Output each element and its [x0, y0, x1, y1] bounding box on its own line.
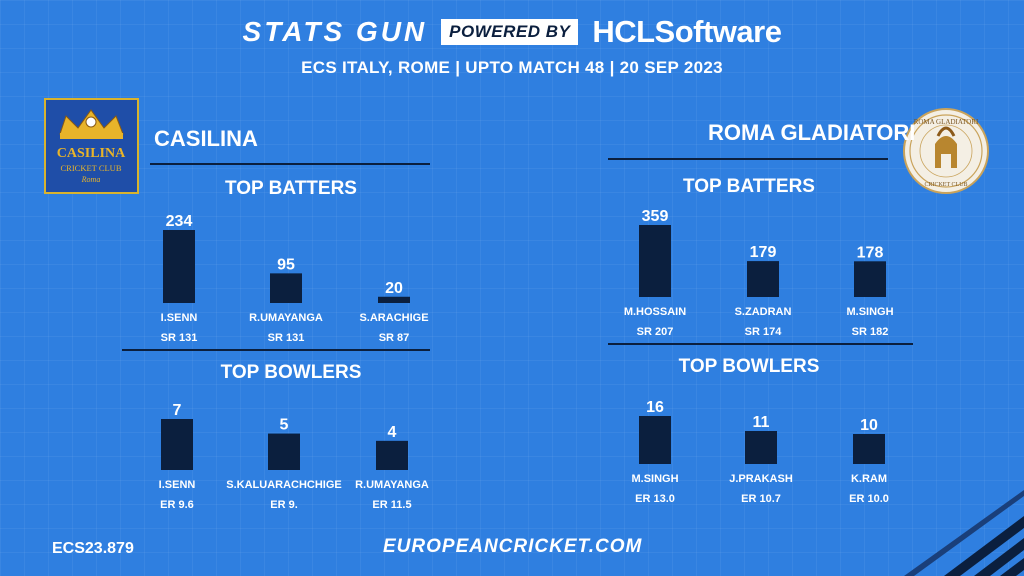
bar-category-label: S.ZADRAN: [735, 306, 792, 318]
bar-value-label: 11: [753, 414, 770, 431]
bar-value-label: 179: [750, 244, 777, 261]
bar-category-label: S.KALUARACHCHIGE: [226, 479, 342, 491]
bar-sublabel: ER 13.0: [635, 493, 675, 505]
bar-category-label: K.RAM: [851, 473, 887, 485]
bar-0-1: [270, 273, 302, 303]
bar-3-2: [853, 434, 885, 464]
bar-category-label: S.ARACHIGE: [359, 312, 428, 324]
divider-casilina-mid: [122, 349, 430, 351]
decorative-stripes: [804, 476, 1024, 576]
svg-text:CASILINA: CASILINA: [57, 146, 126, 161]
bar-category-label: M.HOSSAIN: [624, 306, 686, 318]
roma-gladiatori-logo: ROMA GLADIATORI CRICKET CLUB: [903, 108, 989, 194]
bar-value-label: 234: [166, 213, 193, 230]
bar-3-1: [745, 431, 777, 464]
casilina-top-bowlers-title: TOP BOWLERS: [220, 362, 362, 383]
bar-value-label: 7: [173, 402, 182, 419]
brand-stats-gun: STATS GUN: [242, 16, 428, 47]
bar-value-label: 178: [857, 244, 884, 261]
header: STATS GUN POWERED BY HCLSoftware ECS ITA…: [0, 12, 1024, 78]
bar-0-0: [163, 230, 195, 303]
footer-code: ECS23.879: [52, 540, 134, 557]
bar-sublabel: ER 11.5: [372, 499, 411, 511]
casilina-top-batters-title: TOP BATTERS: [225, 178, 357, 199]
casilina-logo: CASILINA CRICKET CLUB Roma: [44, 98, 139, 194]
roma-top-batters-title: TOP BATTERS: [683, 176, 815, 197]
bar-value-label: 95: [277, 256, 295, 273]
brand-row: STATS GUN POWERED BY HCLSoftware: [0, 12, 1024, 52]
bar-category-label: I.SENN: [159, 479, 196, 491]
brand-hcl-software: HCLSoftware: [592, 14, 782, 49]
bar-1-1: [268, 433, 300, 470]
bar-category-label: I.SENN: [161, 312, 198, 324]
bar-sublabel: ER 10.7: [741, 493, 781, 505]
bar-value-label: 359: [642, 208, 669, 225]
svg-text:ROMA GLADIATORI: ROMA GLADIATORI: [914, 118, 979, 126]
bar-category-label: J.PRAKASH: [729, 473, 793, 485]
bar-value-label: 20: [385, 280, 403, 297]
bar-1-2: [376, 440, 408, 470]
bar-sublabel: ER 9.6: [160, 499, 194, 511]
bar-value-label: 10: [860, 417, 878, 434]
bar-2-1: [747, 261, 779, 297]
bar-sublabel: ER 10.0: [849, 493, 889, 505]
bar-sublabel: SR 131: [161, 332, 198, 344]
bar-value-label: 5: [280, 417, 289, 434]
bar-value-label: 4: [388, 424, 397, 441]
bar-sublabel: SR 182: [852, 326, 889, 338]
divider-casilina-name: [150, 163, 430, 165]
gladiator-helmet-icon: ROMA GLADIATORI CRICKET CLUB: [909, 114, 983, 188]
brand-powered-by: POWERED BY: [441, 19, 579, 45]
roma-top-bowlers-title: TOP BOWLERS: [678, 356, 820, 377]
bar-category-label: R.UMAYANGA: [249, 312, 323, 324]
svg-text:CRICKET CLUB: CRICKET CLUB: [60, 163, 121, 173]
team-name-roma-gladiatori: ROMA GLADIATORI: [708, 120, 916, 145]
bar-value-label: 16: [646, 399, 664, 416]
bar-category-label: R.UMAYANGA: [355, 479, 429, 491]
bar-sublabel: SR 174: [745, 326, 783, 338]
bar-0-2: [378, 296, 410, 303]
svg-text:Roma: Roma: [81, 175, 101, 184]
bar-category-label: M.SINGH: [846, 306, 893, 318]
bar-sublabel: SR 207: [637, 326, 674, 338]
bar-sublabel: SR 87: [379, 332, 410, 344]
divider-roma-mid: [608, 343, 913, 345]
casilina-crest-icon: CASILINA CRICKET CLUB Roma: [52, 109, 131, 184]
team-name-casilina: CASILINA: [154, 126, 258, 151]
event-subtitle: ECS ITALY, ROME | UPTO MATCH 48 | 20 SEP…: [301, 58, 723, 77]
bar-2-0: [639, 225, 671, 297]
bar-1-0: [161, 419, 193, 470]
bar-sublabel: SR 131: [268, 332, 305, 344]
svg-text:CRICKET CLUB: CRICKET CLUB: [924, 182, 967, 188]
bar-sublabel: ER 9.: [270, 499, 298, 511]
bar-category-label: M.SINGH: [631, 473, 678, 485]
divider-roma-name: [608, 158, 888, 160]
bar-3-0: [639, 416, 671, 464]
bar-2-2: [854, 261, 886, 297]
footer-site-link[interactable]: EUROPEANCRICKET.COM: [383, 536, 643, 557]
